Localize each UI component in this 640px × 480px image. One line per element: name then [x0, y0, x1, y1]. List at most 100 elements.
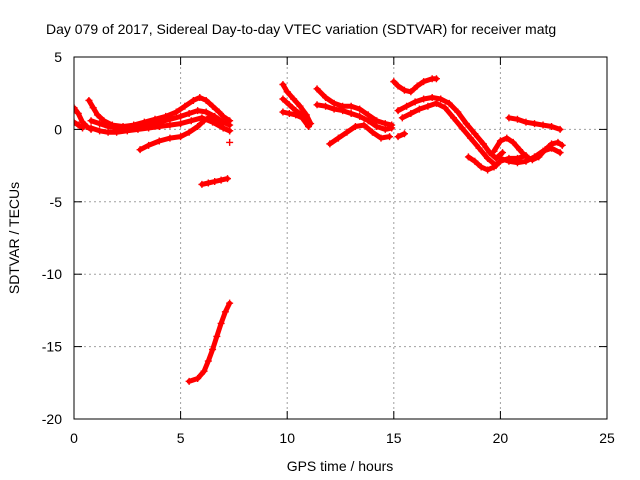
- data-point: [285, 109, 293, 117]
- y-tick-label: 5: [54, 49, 62, 65]
- data-point: [556, 149, 564, 157]
- x-tick-label: 15: [386, 430, 402, 446]
- data-point: [394, 82, 402, 90]
- data-point: [398, 114, 406, 122]
- data-point: [145, 124, 153, 132]
- x-tick-label: 5: [177, 430, 185, 446]
- data-point: [499, 149, 507, 157]
- data-point: [420, 78, 428, 86]
- data-point: [313, 101, 321, 109]
- data-point: [432, 99, 440, 107]
- data-point: [556, 125, 564, 133]
- data-point: [217, 319, 225, 327]
- series-arc-18: [398, 99, 500, 170]
- data-point: [181, 102, 189, 110]
- series-arc-13: [313, 85, 396, 129]
- data-point: [224, 175, 232, 183]
- data-point: [471, 157, 479, 165]
- data-point: [490, 163, 498, 171]
- data-point: [496, 137, 504, 145]
- y-tick-label: -20: [42, 411, 62, 427]
- data-point: [548, 144, 556, 152]
- data-point: [400, 86, 408, 94]
- data-point: [458, 124, 466, 132]
- data-point: [172, 108, 180, 116]
- data-point: [449, 114, 457, 122]
- chart-title: Day 079 of 2017, Sidereal Day-to-day VTE…: [46, 21, 556, 37]
- data-point: [513, 159, 521, 167]
- x-axis-label: GPS time / hours: [287, 458, 394, 474]
- data-point: [292, 111, 300, 119]
- y-tick-label: -5: [50, 194, 63, 210]
- data-point: [548, 123, 556, 131]
- data-point: [351, 123, 359, 131]
- data-point: [89, 104, 97, 112]
- data-point: [202, 108, 210, 116]
- data-point: [330, 105, 338, 113]
- series-arc-2: [74, 118, 87, 132]
- data-point: [477, 163, 485, 171]
- data-point: [74, 118, 78, 126]
- data-point: [217, 176, 225, 184]
- y-tick-label: 0: [54, 121, 62, 137]
- data-point: [209, 102, 217, 110]
- series-arc-16: [390, 75, 440, 96]
- data-point: [462, 120, 470, 128]
- data-point: [343, 128, 351, 136]
- data-point: [194, 107, 202, 115]
- data-point: [390, 78, 398, 86]
- data-point: [185, 377, 193, 385]
- data-point: [381, 125, 389, 133]
- data-point: [505, 114, 513, 122]
- data-point: [96, 120, 104, 128]
- data-point: [204, 179, 212, 187]
- data-point: [279, 95, 287, 103]
- data-point: [513, 115, 521, 123]
- data-point: [123, 127, 131, 135]
- data-point: [394, 133, 402, 141]
- data-point: [155, 137, 163, 145]
- data-points: [74, 75, 566, 385]
- data-point: [509, 138, 517, 146]
- data-point: [219, 124, 227, 132]
- data-point: [209, 345, 217, 353]
- data-point: [113, 128, 121, 136]
- data-point: [356, 105, 364, 113]
- data-point: [339, 107, 347, 115]
- data-point: [516, 146, 524, 154]
- data-point: [413, 82, 421, 90]
- series-trace: [395, 95, 505, 161]
- data-point: [364, 117, 372, 125]
- data-point: [373, 123, 381, 131]
- axis-ticks: 0 5 10 15 20 25 5 0 -5 -10 -15 -20: [42, 49, 615, 446]
- data-point: [531, 120, 539, 128]
- data-point: [445, 99, 453, 107]
- series-arc-14: [313, 101, 396, 133]
- data-point: [196, 94, 204, 102]
- data-point: [206, 112, 214, 120]
- grid-lines: [74, 57, 607, 419]
- data-point: [96, 127, 104, 135]
- data-point: [104, 128, 112, 136]
- data-point: [539, 121, 547, 129]
- data-point: [194, 123, 202, 131]
- data-point: [194, 374, 202, 382]
- series-arc-19: [394, 130, 408, 141]
- data-point: [400, 130, 408, 138]
- data-point: [407, 88, 415, 96]
- data-point: [484, 154, 492, 162]
- series-arc-15: [326, 121, 394, 148]
- data-point: [322, 102, 330, 110]
- data-point: [177, 112, 185, 120]
- series-trace: [399, 100, 499, 169]
- data-point: [479, 140, 487, 148]
- data-point: [213, 332, 221, 340]
- data-point: [166, 121, 174, 129]
- x-tick-label: 10: [279, 430, 295, 446]
- data-point: [496, 154, 504, 162]
- data-point: [394, 107, 402, 115]
- series-arc-23: [505, 114, 564, 133]
- data-point: [407, 109, 415, 117]
- data-point: [347, 102, 355, 110]
- data-point: [200, 367, 208, 375]
